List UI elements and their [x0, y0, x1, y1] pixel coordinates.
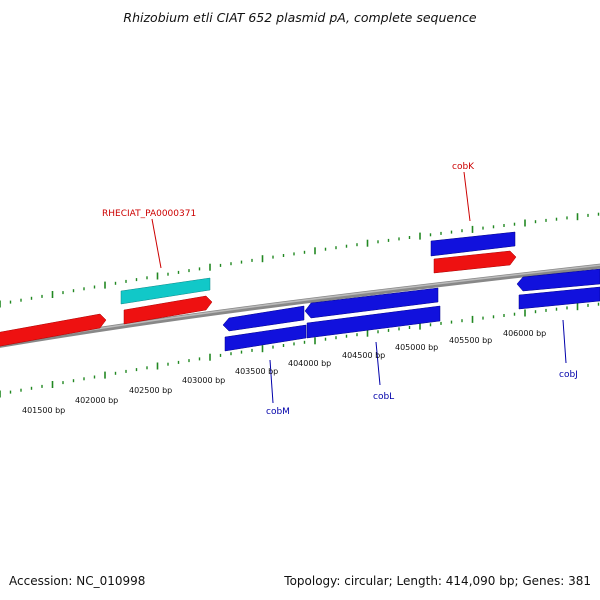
- gene-rheciat-pa0000371[interactable]: [123, 295, 213, 325]
- gene-reverse-upper-a[interactable]: [430, 231, 516, 257]
- gene-cobj-upper[interactable]: [516, 268, 600, 292]
- leader-cobk: [463, 171, 471, 222]
- bp-label: 404000 bp: [288, 359, 331, 368]
- gene-forward-left[interactable]: [0, 313, 107, 348]
- map-title: Rhizobium etli CIAT 652 plasmid pA, comp…: [123, 10, 477, 25]
- leader-cobj: [562, 319, 567, 364]
- bp-label: 404500 bp: [342, 351, 385, 360]
- bp-label: 401500 bp: [22, 406, 65, 415]
- gene-label-cobm: cobM: [266, 407, 290, 417]
- gene-highlight-cyan[interactable]: [120, 277, 211, 305]
- bp-label: 403000 bp: [182, 376, 225, 385]
- gene-label-cobl: cobL: [373, 392, 394, 402]
- leader-cobm: [269, 359, 274, 404]
- bp-label: 402000 bp: [75, 396, 118, 405]
- gene-label-rheciat: RHECIAT_PA0000371: [102, 209, 196, 219]
- gene-cobl-upper[interactable]: [304, 287, 439, 319]
- bp-label: 405000 bp: [395, 343, 438, 352]
- gene-cobk[interactable]: [433, 250, 517, 274]
- gene-label-cobk: cobK: [452, 162, 475, 172]
- gene-cobm-lower[interactable]: [224, 324, 307, 352]
- gene-label-cobj: cobJ: [559, 370, 578, 380]
- gene-cobm-upper[interactable]: [222, 305, 305, 332]
- sequence-summary: Topology: circular; Length: 414,090 bp; …: [284, 574, 591, 588]
- gene-cobl-lower[interactable]: [306, 305, 441, 339]
- leader-cobl: [375, 341, 381, 386]
- bp-label: 403500 bp: [235, 367, 278, 376]
- inner-tick-track: [0, 302, 600, 398]
- bp-label: 405500 bp: [449, 336, 492, 345]
- bp-label: 402500 bp: [129, 386, 172, 395]
- leader-rheciat: [151, 218, 162, 269]
- gene-cobj-lower[interactable]: [518, 286, 600, 310]
- outer-tick-track: [0, 212, 600, 308]
- accession-label: Accession: NC_010998: [9, 574, 146, 588]
- bp-label: 406000 bp: [503, 329, 546, 338]
